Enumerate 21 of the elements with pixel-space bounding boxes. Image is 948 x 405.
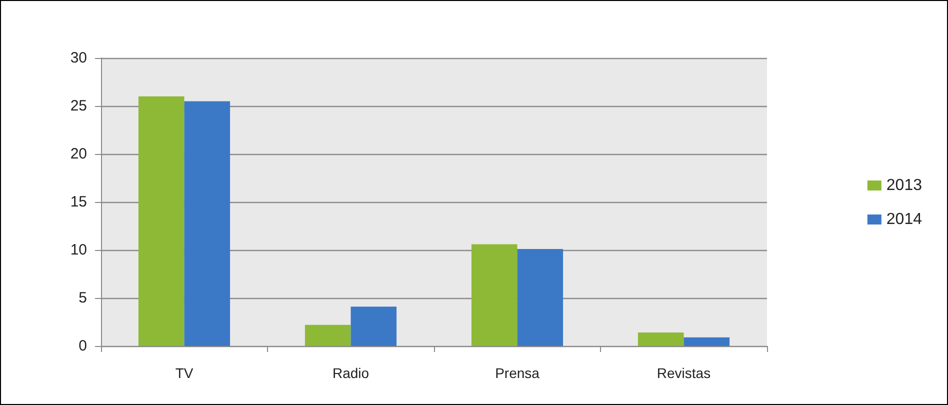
- bar: [638, 332, 684, 346]
- x-tick-label: TV: [175, 365, 194, 381]
- legend-label: 2014: [886, 211, 922, 228]
- legend-label: 2013: [886, 177, 922, 194]
- bar: [304, 324, 351, 346]
- bar: [471, 244, 518, 346]
- x-tick-label: Revistas: [656, 365, 711, 381]
- y-tick-label: 0: [78, 338, 87, 354]
- y-tick-label: 5: [78, 290, 87, 306]
- y-tick-label: 25: [70, 98, 87, 114]
- y-tick-label: 20: [70, 146, 87, 162]
- bar: [138, 96, 184, 346]
- bar: [684, 337, 730, 346]
- bar: [184, 101, 230, 346]
- y-tick-label: 30: [70, 50, 87, 66]
- x-tick-label: Prensa: [495, 365, 540, 381]
- x-tick-label: Radio: [332, 365, 370, 381]
- y-tick-label: 10: [70, 242, 87, 258]
- y-tick-label: 15: [70, 194, 87, 210]
- bar: [350, 306, 397, 346]
- bar: [517, 249, 564, 346]
